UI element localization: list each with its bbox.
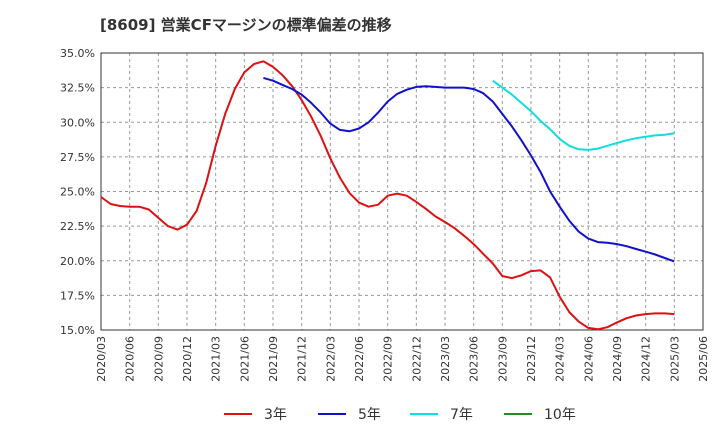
x-tick-label: 2020/06 [124, 336, 137, 382]
y-axis-ticks: 15.0% 17.5% 20.0% 22.5% 25.0% 27.5% 30.0% 32.5%… [60, 47, 95, 337]
x-tick-label: 2021/09 [267, 336, 280, 382]
x-axis-ticks: 2020/03 2020/06 2020/09 2020/12 2021/03 2021/… [95, 336, 710, 382]
series-line-2 [492, 79, 675, 151]
x-tick-label: 2020/03 [95, 336, 108, 382]
y-tick-label: 27.5% [60, 151, 95, 164]
y-tick-label: 20.0% [60, 255, 95, 268]
y-tick-label: 32.5% [60, 82, 95, 95]
x-tick-label: 2020/09 [152, 336, 165, 382]
grid-lines [100, 52, 704, 331]
plot-frame [100, 52, 704, 331]
y-tick-label: 30.0% [60, 116, 95, 129]
legend-label: 5年 [358, 407, 381, 423]
legend-label: 10年 [544, 407, 576, 423]
y-tick-label: 15.0% [60, 324, 95, 337]
series-line-1 [263, 76, 675, 263]
y-tick-label: 25.0% [60, 186, 95, 199]
series-lines [100, 60, 675, 331]
x-tick-label: 2022/12 [410, 336, 423, 382]
x-tick-label: 2025/06 [697, 336, 710, 382]
x-tick-label: 2025/03 [668, 336, 681, 382]
y-tick-label: 17.5% [60, 289, 95, 302]
legend-label: 7年 [450, 407, 473, 423]
y-tick-label: 22.5% [60, 220, 95, 233]
x-tick-label: 2024/12 [640, 336, 653, 382]
x-tick-label: 2024/03 [554, 336, 567, 382]
x-tick-label: 2024/06 [582, 336, 595, 382]
legend-label: 3年 [264, 407, 287, 423]
x-tick-label: 2022/03 [324, 336, 337, 382]
x-tick-label: 2020/12 [181, 336, 194, 382]
x-tick-label: 2021/06 [238, 336, 251, 382]
x-tick-label: 2023/12 [525, 336, 538, 382]
chart-title: [8609] 営業CFマージンの標準偏差の推移 [100, 16, 392, 34]
x-tick-label: 2024/09 [611, 336, 624, 382]
y-tick-label: 35.0% [60, 47, 95, 60]
legend: 3年 5年 7年 10年 [224, 407, 576, 423]
x-tick-label: 2023/09 [496, 336, 509, 382]
x-tick-label: 2023/06 [468, 336, 481, 382]
series-line-0 [100, 60, 675, 331]
x-tick-label: 2021/12 [296, 336, 309, 382]
x-tick-label: 2022/06 [353, 336, 366, 382]
x-tick-label: 2022/09 [382, 336, 395, 382]
x-tick-label: 2021/03 [210, 336, 223, 382]
x-tick-label: 2023/03 [439, 336, 452, 382]
